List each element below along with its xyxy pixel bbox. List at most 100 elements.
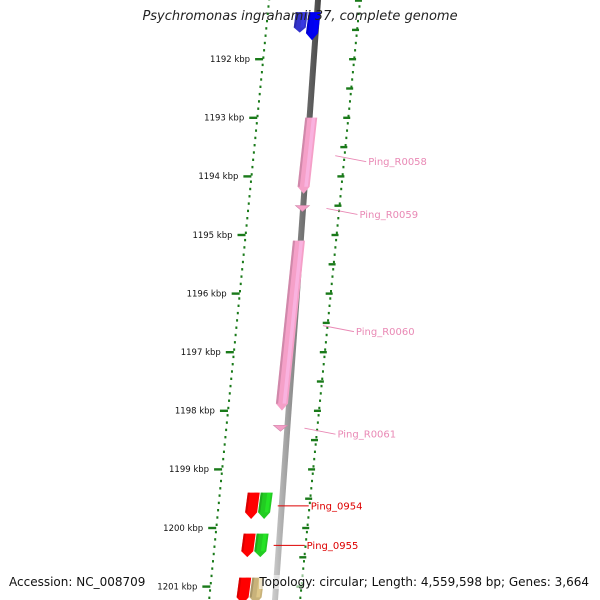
inner-scale-dot xyxy=(209,589,212,592)
outer-scale-dot xyxy=(300,589,303,592)
inner-scale-dot xyxy=(218,494,221,497)
feature-ping-r0060[interactable] xyxy=(275,240,305,411)
accession-label: Accession: NC_008709 xyxy=(9,575,146,589)
feature-plus-7[interactable] xyxy=(258,492,273,520)
outer-scale-dot xyxy=(326,326,329,329)
outer-scale-dot xyxy=(350,85,353,88)
inner-scale-dot xyxy=(230,377,233,380)
outer-scale-dot xyxy=(303,552,306,556)
feature-plus-7-shade xyxy=(258,492,263,513)
tick-label-1192-kbp: 1192 kbp xyxy=(210,55,250,65)
tick-label-1199-kbp: 1199 kbp xyxy=(169,465,209,475)
feature-ping-r0058-label[interactable]: Ping_R0058 xyxy=(368,157,427,168)
gene-features xyxy=(236,12,321,600)
tick-label-1194-kbp: 1194 kbp xyxy=(198,172,238,182)
outer-scale-dash xyxy=(302,526,310,530)
inner-scale-dot xyxy=(234,333,237,337)
tick-label-1196-kbp: 1196 kbp xyxy=(187,289,227,299)
inner-scale-dot xyxy=(242,253,245,256)
outer-scale-dot xyxy=(351,78,354,81)
outer-scale-dot xyxy=(302,567,305,570)
outer-scale-dash xyxy=(354,0,362,2)
outer-scale-dash xyxy=(308,468,316,471)
outer-scale-dot xyxy=(315,436,318,439)
feature-ping-r0058[interactable] xyxy=(297,117,318,194)
genome-summary: Topology: circular; Length: 4,559,598 bp… xyxy=(259,575,589,589)
outer-scale-dot xyxy=(345,136,348,140)
inner-scale-dot xyxy=(237,304,240,307)
feature-ping-0954-label[interactable]: Ping_0954 xyxy=(311,501,363,512)
outer-scale-dot xyxy=(321,370,324,373)
inner-scale-dot xyxy=(228,392,231,395)
tick-label-1200-kbp: 1200 kbp xyxy=(163,524,203,534)
outer-scale-dot xyxy=(352,63,355,67)
inner-scale-dot xyxy=(266,12,269,15)
outer-scale-dot xyxy=(305,530,308,534)
feature-ping-0955-shade xyxy=(241,533,246,552)
outer-scale-dash xyxy=(325,292,333,295)
outer-scale-dot xyxy=(313,457,316,461)
feature-ping-r0059[interactable] xyxy=(294,205,311,212)
feature-ping-0954[interactable] xyxy=(245,492,260,520)
tick-label-1201-kbp: 1201 kbp xyxy=(157,582,197,592)
inner-scale-dot xyxy=(216,516,219,519)
feature-plus-9[interactable] xyxy=(254,533,269,558)
inner-scale-dot xyxy=(212,552,215,556)
outer-scale-dot xyxy=(357,19,360,23)
inner-scale-dot xyxy=(214,530,217,534)
outer-scale-dash xyxy=(352,28,360,32)
inner-scale-dot xyxy=(211,560,214,563)
major-tick xyxy=(231,292,240,295)
tick-label-1198-kbp: 1198 kbp xyxy=(175,407,215,417)
major-tick xyxy=(219,409,228,412)
tick-label-1193-kbp: 1193 kbp xyxy=(204,114,244,124)
major-tick xyxy=(237,233,246,237)
feature-ping-r0058-leader-line xyxy=(335,155,367,163)
inner-scale-dot xyxy=(226,414,229,417)
outer-scale-dash xyxy=(343,116,351,119)
feature-ping-r0061-label[interactable]: Ping_R0061 xyxy=(337,430,396,441)
outer-scale-dash xyxy=(316,380,324,383)
feature-plus-1-shade xyxy=(305,12,311,34)
outer-scale-dot xyxy=(335,238,338,242)
feature-ping-r0061[interactable] xyxy=(272,424,289,432)
outer-scale-dot xyxy=(323,355,326,359)
feature-ping-r0060-label[interactable]: Ping_R0060 xyxy=(356,327,415,338)
inner-scale-dot xyxy=(263,41,266,45)
inner-scale-dot xyxy=(222,450,225,453)
feature-ping-r0059-label[interactable]: Ping_R0059 xyxy=(359,210,418,221)
inner-scale-dot xyxy=(231,363,234,366)
inner-scale-dot xyxy=(266,19,269,23)
outer-scale-dot xyxy=(304,545,307,548)
outer-scale-dash xyxy=(299,556,307,559)
outer-scale-dash xyxy=(313,409,321,412)
outer-scale-dot xyxy=(342,165,345,169)
outer-scale-dot xyxy=(353,56,356,59)
feature-ping-0955-label[interactable]: Ping_0955 xyxy=(307,541,359,552)
feature-minus-0[interactable] xyxy=(293,12,308,33)
feature-minus-0-highlight xyxy=(300,12,306,28)
outer-scale-dot xyxy=(346,129,349,132)
inner-scale-dot xyxy=(217,501,220,505)
outer-scale-dot xyxy=(314,443,317,446)
inner-scale-dot xyxy=(233,348,236,351)
outer-scale-dash xyxy=(334,204,342,207)
outer-scale-dot xyxy=(333,253,336,256)
major-tick xyxy=(225,351,234,354)
inner-scale-dot xyxy=(255,122,258,125)
feature-ping-0955[interactable] xyxy=(241,533,256,558)
inner-scale-dot xyxy=(225,421,228,424)
inner-scale-dot xyxy=(239,282,242,286)
outer-scale-dot xyxy=(317,414,320,417)
feature-plus-1[interactable] xyxy=(305,12,321,41)
inner-scale-dot xyxy=(236,311,239,315)
feature-minus-10-shade xyxy=(236,577,242,598)
feature-labels: Ping_R0058 Ping_R0059 Ping_R0060 Ping_R0061… xyxy=(273,155,427,552)
inner-scale-dot xyxy=(264,34,267,37)
major-tick xyxy=(208,526,217,530)
inner-scale-dot xyxy=(220,479,223,483)
inner-scale-dot xyxy=(250,173,253,176)
major-tick xyxy=(202,585,211,588)
feature-minus-10[interactable] xyxy=(236,577,252,600)
